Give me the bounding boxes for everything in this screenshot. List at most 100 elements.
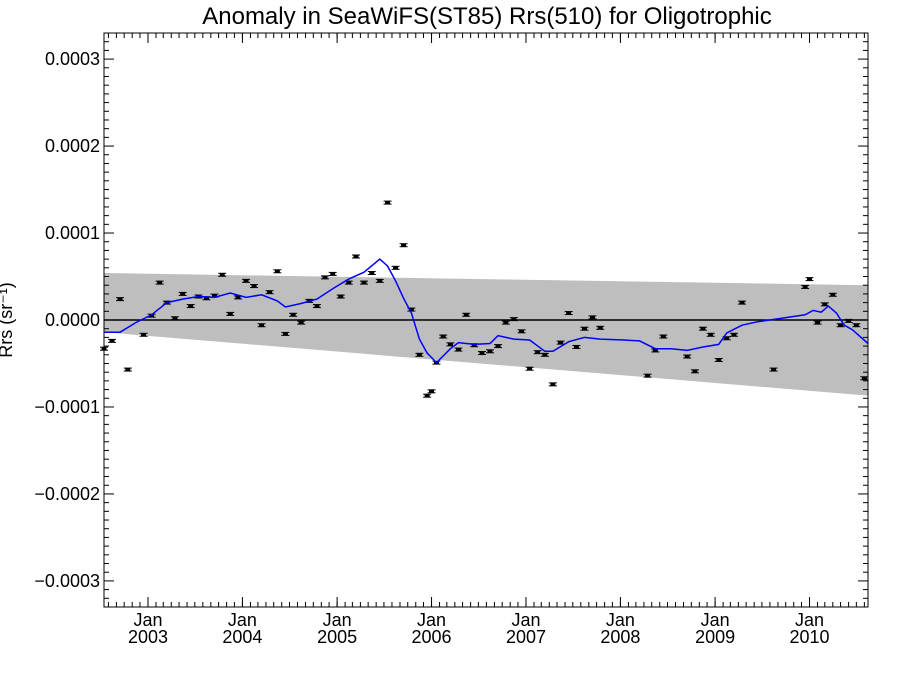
- data-point: [265, 290, 274, 295]
- y-tick-label: −0.0001: [34, 397, 100, 417]
- data-point: [462, 312, 471, 317]
- point-marker: [535, 350, 541, 354]
- x-tick-month: Jan: [228, 610, 257, 630]
- point-marker: [141, 333, 147, 337]
- data-point: [844, 318, 853, 323]
- data-point: [690, 369, 699, 374]
- point-marker: [739, 301, 745, 305]
- point-marker: [109, 339, 115, 343]
- point-marker: [692, 369, 698, 373]
- point-marker: [550, 382, 556, 386]
- point-marker: [377, 279, 383, 283]
- point-marker: [573, 345, 579, 349]
- x-tick-month: Jan: [701, 610, 730, 630]
- data-point: [226, 311, 235, 316]
- data-point: [683, 354, 692, 359]
- data-point: [860, 376, 869, 381]
- x-tick-year: 2010: [790, 627, 830, 647]
- y-tick-label: 0.0001: [45, 223, 100, 243]
- x-tick-year: 2006: [412, 627, 452, 647]
- data-point: [312, 304, 321, 309]
- point-marker: [416, 353, 422, 357]
- data-point: [360, 280, 369, 285]
- tick-labels: 0.0003 0.0002 0.0001 0.0000 −0.0001 −0.0002 −0…: [34, 49, 829, 647]
- point-marker: [822, 302, 828, 306]
- data-point: [501, 320, 510, 325]
- data-point: [540, 352, 549, 357]
- point-marker: [353, 255, 359, 259]
- data-point: [769, 367, 778, 372]
- data-point: [155, 280, 164, 285]
- data-point: [580, 326, 589, 331]
- data-point: [714, 358, 723, 363]
- data-point: [820, 302, 829, 307]
- point-marker: [117, 297, 123, 301]
- data-point: [186, 304, 195, 309]
- data-point: [852, 323, 861, 328]
- band-area: [104, 273, 868, 396]
- data-point: [170, 316, 179, 321]
- point-marker: [503, 321, 509, 325]
- point-marker: [424, 394, 430, 398]
- point-marker: [581, 327, 587, 331]
- data-point: [813, 320, 822, 325]
- x-tick-year: 2004: [222, 627, 262, 647]
- data-point: [572, 344, 581, 349]
- point-marker: [314, 304, 320, 308]
- data-point: [805, 277, 814, 282]
- point-marker: [700, 327, 706, 331]
- smoothed-line: [104, 258, 869, 364]
- point-marker: [157, 281, 163, 285]
- point-marker: [429, 389, 435, 393]
- x-tick-year: 2003: [128, 627, 168, 647]
- y-tick-label: 0.0000: [45, 310, 100, 330]
- y-tick-label: 0.0002: [45, 136, 100, 156]
- point-marker: [463, 313, 469, 317]
- y-axis-label: Rrs (sr⁻¹): [0, 282, 16, 357]
- point-marker: [542, 353, 548, 357]
- data-point: [399, 243, 408, 248]
- x-tick-year: 2005: [317, 627, 357, 647]
- y-tick-label: 0.0003: [45, 49, 100, 69]
- data-point: [588, 315, 597, 320]
- data-point: [320, 275, 329, 280]
- point-marker: [853, 323, 859, 327]
- data-point: [289, 312, 298, 317]
- data-point: [123, 367, 132, 372]
- point-marker: [558, 341, 564, 345]
- data-point: [828, 292, 837, 297]
- data-point: [454, 347, 463, 352]
- point-marker: [861, 376, 867, 380]
- data-point: [297, 320, 306, 325]
- point-marker: [830, 293, 836, 297]
- point-marker: [361, 281, 367, 285]
- point-marker: [330, 272, 336, 276]
- data-point: [257, 323, 266, 328]
- point-marker: [645, 374, 651, 378]
- point-marker: [290, 313, 296, 317]
- data-point: [351, 254, 360, 259]
- point-marker: [385, 201, 391, 205]
- point-marker: [227, 312, 233, 316]
- point-marker: [274, 269, 280, 273]
- point-marker: [259, 323, 265, 327]
- point-marker: [527, 367, 533, 371]
- point-marker: [149, 314, 155, 318]
- x-tick-month: Jan: [417, 610, 446, 630]
- data-point: [273, 269, 282, 274]
- data-point: [698, 326, 707, 331]
- x-tick-year: 2007: [506, 627, 546, 647]
- data-point: [336, 294, 345, 299]
- data-point: [427, 389, 436, 394]
- data-point: [250, 284, 259, 289]
- point-marker: [251, 284, 257, 288]
- data-point: [178, 291, 187, 296]
- point-marker: [125, 368, 131, 372]
- point-marker: [566, 311, 572, 315]
- chart-title: Anomaly in SeaWiFS(ST85) Rrs(510) for Ol…: [202, 3, 772, 30]
- data-point: [486, 349, 495, 354]
- point-marker: [708, 333, 714, 337]
- point-marker: [589, 315, 595, 319]
- point-marker: [298, 321, 304, 325]
- data-point: [525, 366, 534, 371]
